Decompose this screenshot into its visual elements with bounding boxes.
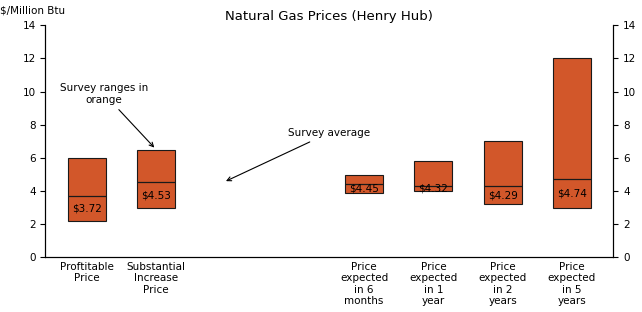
Bar <box>345 174 383 193</box>
Bar <box>414 161 453 191</box>
Bar <box>483 141 522 204</box>
Bar <box>68 158 106 221</box>
Text: $4.53: $4.53 <box>141 190 171 200</box>
Text: Survey ranges in
orange: Survey ranges in orange <box>60 83 153 147</box>
Bar <box>137 150 175 208</box>
Text: Survey average: Survey average <box>227 128 370 181</box>
Text: $3.72: $3.72 <box>72 203 102 213</box>
Title: Natural Gas Prices (Henry Hub): Natural Gas Prices (Henry Hub) <box>225 10 433 22</box>
Text: $4.74: $4.74 <box>557 188 587 198</box>
Text: $/Million Btu: $/Million Btu <box>0 6 65 16</box>
Text: $4.29: $4.29 <box>488 190 517 200</box>
Text: $4.45: $4.45 <box>349 183 379 193</box>
Bar <box>553 58 591 208</box>
Text: $4.32: $4.32 <box>419 183 448 193</box>
